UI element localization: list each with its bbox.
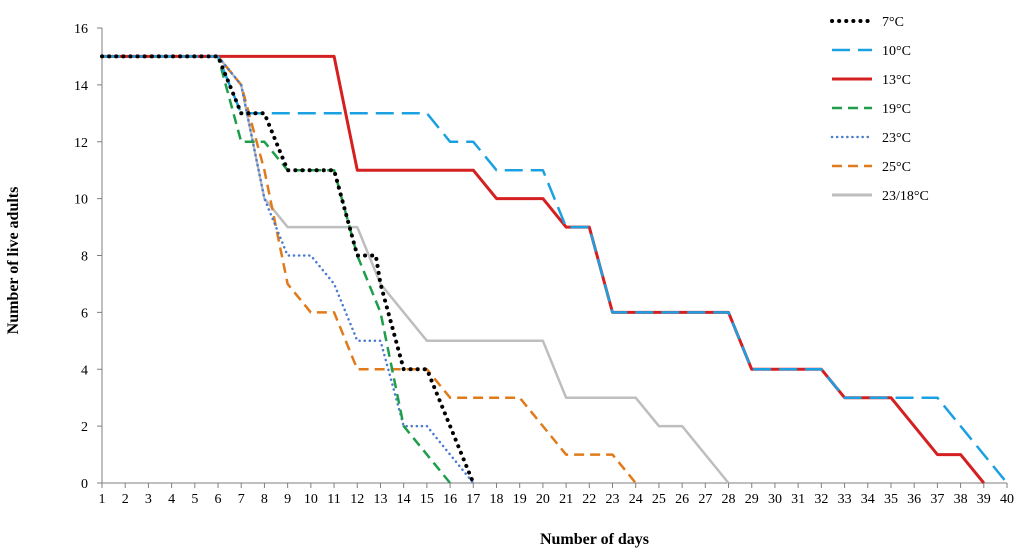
x-tick-label: 21 — [559, 492, 573, 507]
x-tick-label: 3 — [145, 492, 152, 507]
x-tick-label: 19 — [513, 492, 527, 507]
x-tick-label: 18 — [489, 492, 503, 507]
x-tick-label: 34 — [861, 492, 875, 507]
x-tick-label: 29 — [745, 492, 759, 507]
x-tick-label: 9 — [284, 492, 291, 507]
x-tick-label: 33 — [838, 492, 852, 507]
legend-label: 7°C — [882, 15, 904, 30]
y-tick-label: 6 — [81, 306, 88, 321]
series-line-1 — [100, 54, 476, 485]
x-tick-label: 6 — [215, 492, 222, 507]
series-layer — [100, 54, 1008, 485]
x-tick-label: 1 — [99, 492, 106, 507]
x-tick-label: 20 — [536, 492, 550, 507]
x-tick-label: 30 — [768, 492, 782, 507]
x-axis-title: Number of days — [540, 531, 649, 548]
legend-label: 10°C — [882, 44, 911, 59]
y-tick-label: 0 — [81, 477, 88, 492]
legend-label: 25°C — [882, 160, 911, 175]
y-tick-marks — [97, 27, 102, 484]
x-tick-marks — [101, 483, 1008, 488]
x-tick-label: 22 — [582, 492, 596, 507]
x-tick-label: 23 — [606, 492, 620, 507]
x-tick-label: 15 — [420, 492, 434, 507]
x-tick-label: 2 — [122, 492, 129, 507]
legend-label: 23/18°C — [882, 189, 929, 204]
x-tick-label: 7 — [238, 492, 245, 507]
x-tick-label: 5 — [191, 492, 198, 507]
x-tick-label: 4 — [168, 492, 175, 507]
x-tick-labels: 1 2 3 4 5 6 7 8 9 10 11 12 13 14 15 16 17 18 19 20 21 22 23 24 2… — [99, 492, 1015, 507]
x-tick-label: 32 — [814, 492, 828, 507]
series-line-5 — [100, 55, 475, 485]
x-tick-label: 38 — [954, 492, 968, 507]
series-line-4 — [102, 55, 452, 484]
x-tick-label: 24 — [629, 492, 643, 507]
y-tick-label: 10 — [74, 193, 88, 208]
x-tick-label: 25 — [652, 492, 666, 507]
x-tick-label: 17 — [466, 492, 480, 507]
x-tick-label: 36 — [907, 492, 921, 507]
x-tick-label: 8 — [261, 492, 268, 507]
x-tick-label: 40 — [1000, 492, 1014, 507]
x-tick-label: 12 — [350, 492, 364, 507]
y-tick-label: 12 — [74, 136, 88, 151]
y-tick-labels: 0 2 4 6 8 10 12 14 16 — [74, 22, 88, 492]
x-tick-label: 10 — [304, 492, 318, 507]
series-line-7 — [102, 55, 730, 484]
legend-label: 23°C — [882, 131, 911, 146]
y-tick-label: 4 — [81, 363, 88, 378]
x-tick-label: 39 — [977, 492, 991, 507]
series-line-2 — [102, 55, 1008, 484]
legend: 7°C 10°C 13°C 19°C 23°C 25°C 23/18°C — [830, 15, 929, 204]
x-tick-label: 28 — [722, 492, 736, 507]
legend-label: 19°C — [882, 102, 911, 117]
x-tick-label: 37 — [930, 492, 944, 507]
x-tick-label: 35 — [884, 492, 898, 507]
x-tick-label: 13 — [373, 492, 387, 507]
x-tick-label: 16 — [443, 492, 457, 507]
x-tick-label: 27 — [698, 492, 712, 507]
x-tick-label: 31 — [791, 492, 805, 507]
legend-label: 13°C — [882, 73, 911, 88]
y-tick-label: 16 — [74, 22, 88, 37]
y-tick-label: 2 — [81, 420, 88, 435]
x-tick-label: 14 — [397, 492, 411, 507]
series-line-6 — [102, 55, 637, 484]
y-tick-label: 8 — [81, 250, 88, 265]
x-tick-label: 11 — [327, 492, 340, 507]
y-axis-title: Number of live adults — [5, 187, 22, 335]
y-tick-label: 14 — [74, 79, 88, 94]
x-tick-label: 26 — [675, 492, 689, 507]
